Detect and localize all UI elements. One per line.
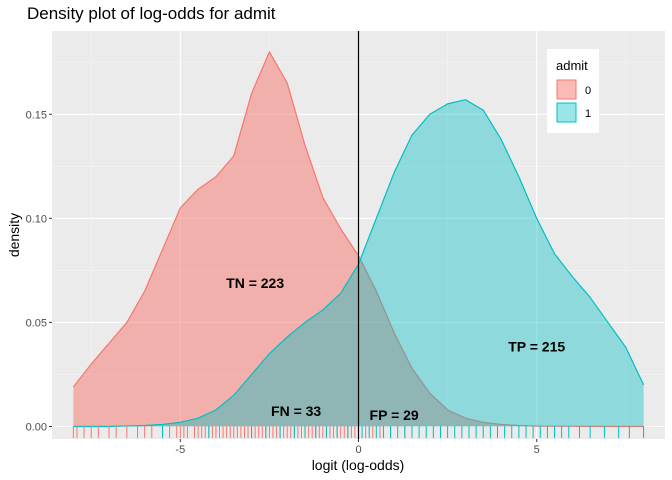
legend-label-1: 1 (585, 108, 591, 120)
legend-title: admit (556, 58, 588, 73)
y-tick-label: 0.05 (26, 317, 47, 329)
annotation-label: TN = 223 (226, 275, 284, 291)
y-tick-label: 0.15 (26, 109, 47, 121)
y-tick-label: 0.00 (26, 422, 47, 434)
annotation-label: TP = 215 (508, 338, 565, 354)
x-tick-label: 0 (355, 444, 361, 456)
y-tick-label: 0.10 (26, 213, 47, 225)
annotation-label: FN = 33 (271, 403, 321, 419)
x-axis-title: logit (log-odds) (312, 457, 405, 473)
legend-key-0 (557, 80, 576, 99)
x-tick-label: 5 (534, 444, 540, 456)
x-tick-label: -5 (175, 444, 185, 456)
y-axis-title: density (6, 213, 22, 257)
legend: admit 0 1 (547, 49, 599, 133)
legend-label-0: 0 (585, 85, 591, 97)
annotation-label: FP = 29 (370, 407, 419, 423)
legend-key-1 (557, 103, 576, 122)
